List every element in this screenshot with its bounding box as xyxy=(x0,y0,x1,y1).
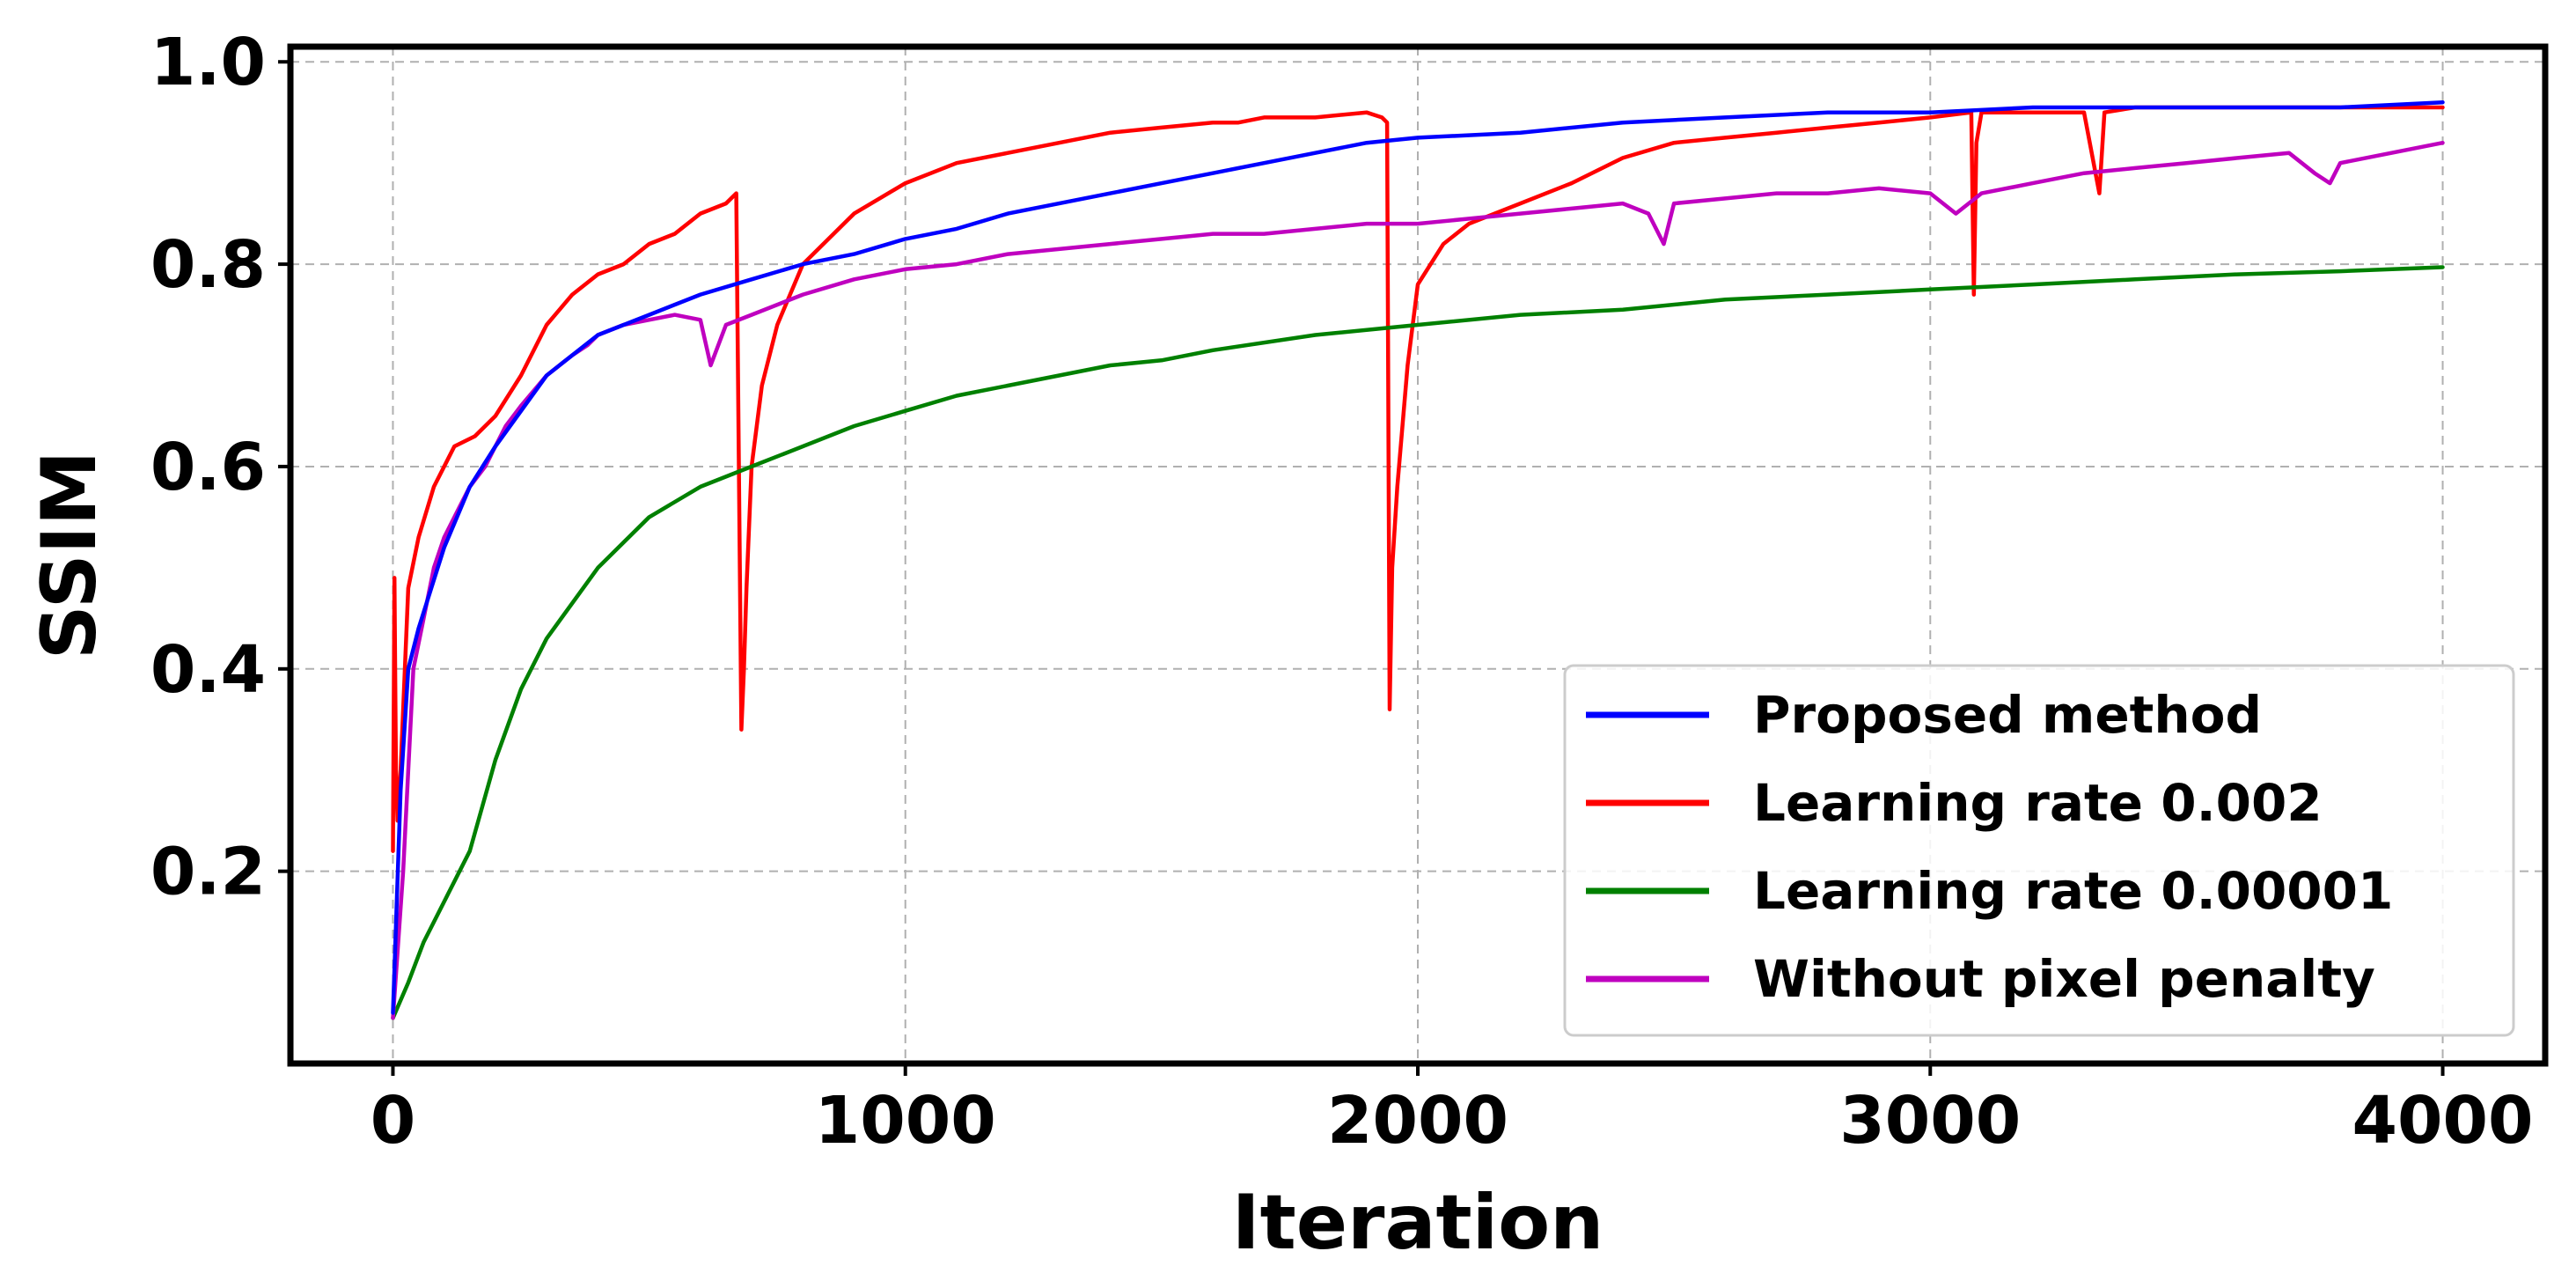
plot-area xyxy=(391,99,2445,1020)
legend-label: Learning rate 0.002 xyxy=(1753,773,2323,833)
y-axis: 0.2 0.4 0.6 0.8 1.0 xyxy=(150,25,290,910)
x-tick-label: 3000 xyxy=(1839,1083,2021,1159)
x-tick-label: 2000 xyxy=(1327,1083,1508,1159)
x-tick-label: 0 xyxy=(371,1083,416,1159)
y-axis-title: SSIM xyxy=(26,451,114,660)
series-line-4 xyxy=(391,140,2445,1020)
y-tick-label: 0.4 xyxy=(150,632,266,708)
y-tick-label: 0.8 xyxy=(150,227,266,303)
legend-box xyxy=(1563,664,2515,1037)
x-tick-label: 1000 xyxy=(815,1083,996,1159)
x-axis: 0 1000 2000 3000 4000 xyxy=(371,1064,2534,1159)
legend-label: Learning rate 0.00001 xyxy=(1753,861,2393,921)
legend-label: Without pixel penalty xyxy=(1753,949,2375,1009)
series-line-3 xyxy=(391,265,2445,1020)
y-tick-label: 0.2 xyxy=(150,835,266,910)
legend: Proposed method Learning rate 0.002 Learni… xyxy=(1563,664,2515,1037)
y-tick-label: 1.0 xyxy=(150,25,266,100)
series-line-1 xyxy=(391,99,2445,1015)
y-tick-label: 0.6 xyxy=(150,430,266,505)
series-line-2 xyxy=(391,105,2445,853)
legend-label: Proposed method xyxy=(1753,685,2262,745)
x-tick-label: 4000 xyxy=(2352,1083,2534,1159)
x-axis-title: Iteration xyxy=(1232,1179,1604,1267)
